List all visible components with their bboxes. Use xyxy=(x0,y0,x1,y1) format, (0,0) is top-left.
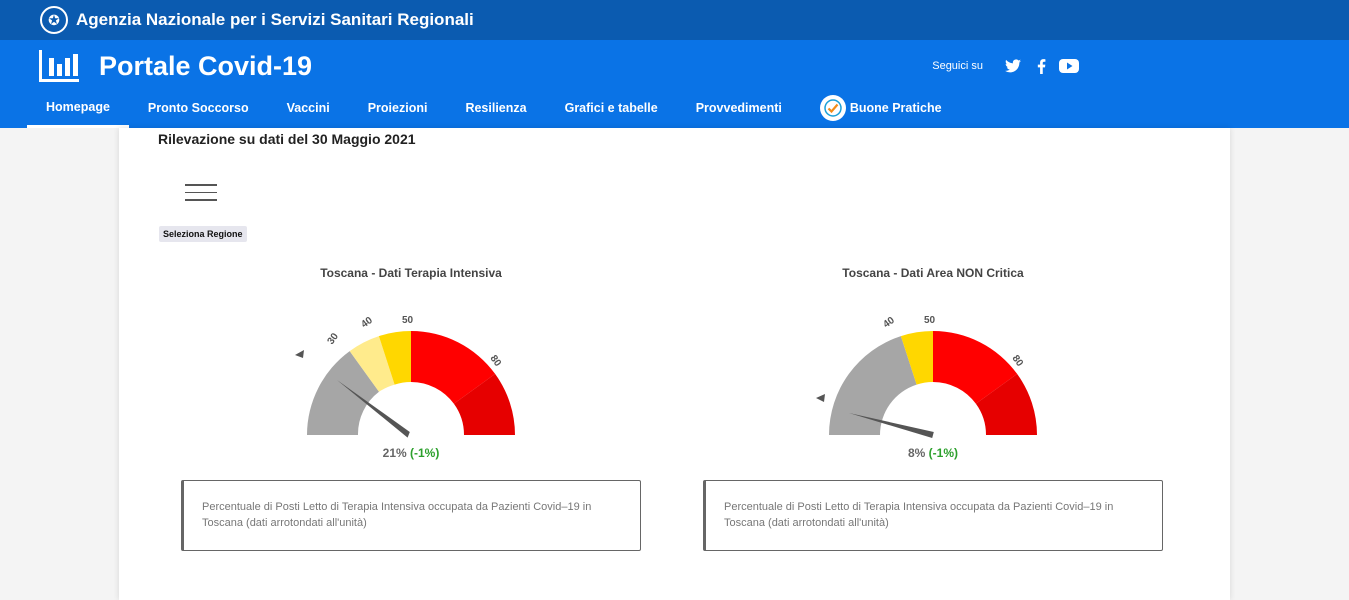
menu-icon[interactable] xyxy=(185,184,217,202)
nav-item-provvedimenti[interactable]: Provvedimenti xyxy=(695,101,782,115)
social-links: Seguici su xyxy=(932,57,1079,75)
gauge-tick-label: 80 xyxy=(488,353,504,369)
gauge-tick-label: 40 xyxy=(359,315,375,331)
brand[interactable]: Portale Covid-19 xyxy=(39,50,312,82)
bar-chart-icon xyxy=(39,50,79,82)
gauge-value: 8% (-1%) xyxy=(703,446,1163,460)
gauge-title: Toscana - Dati Area NON Critica xyxy=(842,266,1024,280)
gauge-description: Percentuale di Posti Letto di Terapia In… xyxy=(181,480,641,551)
facebook-icon[interactable] xyxy=(1031,57,1051,75)
nav-item-label: Buone Pratiche xyxy=(849,101,942,115)
top-bar: ✪ Agenzia Nazionale per i Servizi Sanita… xyxy=(0,0,1349,40)
org-name: Agenzia Nazionale per i Servizi Sanitari… xyxy=(76,10,474,29)
gauge-title: Toscana - Dati Terapia Intensiva xyxy=(320,266,502,280)
social-label: Seguici su xyxy=(932,60,983,72)
gauge-band-dark-red xyxy=(453,373,515,435)
nav-item-resilienza[interactable]: Resilienza xyxy=(465,101,527,115)
gauge-tick-label: 30 xyxy=(326,331,342,347)
portal-title: Portale Covid-19 xyxy=(99,50,313,81)
gauge-band-red xyxy=(933,331,1018,404)
header: Portale Covid-19 Seguici su Homepage Pro… xyxy=(0,40,1349,128)
youtube-icon[interactable] xyxy=(1059,57,1079,75)
gauge-value: 21% (-1%) xyxy=(181,446,641,460)
gauge-chart: 30 40 50 80 xyxy=(295,315,515,438)
gauge-value-marker xyxy=(816,394,825,402)
gauge-block-terapia-intensiva: Toscana - Dati Terapia Intensiva 30 40 5… xyxy=(181,266,641,551)
gauge-band-light-yellow xyxy=(349,336,395,392)
gauge-value-delta: (-1%) xyxy=(928,446,959,460)
check-badge-icon xyxy=(819,95,846,121)
select-region-button[interactable]: Seleziona Regione xyxy=(159,226,247,242)
italian-republic-emblem-icon: ✪ xyxy=(40,6,68,34)
gauge-band-red xyxy=(411,331,496,404)
gauge-band-gray xyxy=(307,351,379,435)
gauge-description: Percentuale di Posti Letto di Terapia In… xyxy=(703,480,1163,551)
gauge-value-percent: 21% xyxy=(382,446,407,460)
nav-item-grafici[interactable]: Grafici e tabelle xyxy=(564,101,658,115)
gauge-block-area-non-critica: Toscana - Dati Area NON Critica 40 50 80… xyxy=(703,266,1163,551)
nav-item-homepage[interactable]: Homepage xyxy=(27,88,129,128)
gauge-tick-label: 50 xyxy=(924,315,936,326)
nav-item-pronto-soccorso[interactable]: Pronto Soccorso xyxy=(147,101,249,115)
gauge-band-yellow xyxy=(900,331,933,385)
gauge-band-dark-red xyxy=(975,373,1037,435)
survey-date: Rilevazione su dati del 30 Maggio 2021 xyxy=(158,131,416,147)
twitter-icon[interactable] xyxy=(1003,57,1023,75)
nav-item-buone-pratiche[interactable]: Buone Pratiche xyxy=(801,88,961,128)
gauge-value-delta: (-1%) xyxy=(410,446,440,460)
main-nav: Homepage Pronto Soccorso Vaccini Proiezi… xyxy=(27,88,961,128)
gauge-needle xyxy=(849,413,934,438)
gauge-needle xyxy=(337,380,410,438)
gauge-band-gray xyxy=(829,336,917,435)
gauge-tick-label: 80 xyxy=(1010,353,1026,369)
gauge-band-yellow xyxy=(378,331,411,385)
content-card: Rilevazione su dati del 30 Maggio 2021 S… xyxy=(119,128,1230,600)
nav-item-proiezioni[interactable]: Proiezioni xyxy=(367,101,428,115)
gauge-tick-label: 50 xyxy=(402,315,414,326)
gauge-value-marker xyxy=(295,350,304,358)
gauge-value-percent: 8% xyxy=(907,446,926,460)
nav-item-vaccini[interactable]: Vaccini xyxy=(286,101,330,115)
gauge-chart: 40 50 80 xyxy=(816,315,1037,438)
gauge-tick-label: 40 xyxy=(881,315,897,331)
